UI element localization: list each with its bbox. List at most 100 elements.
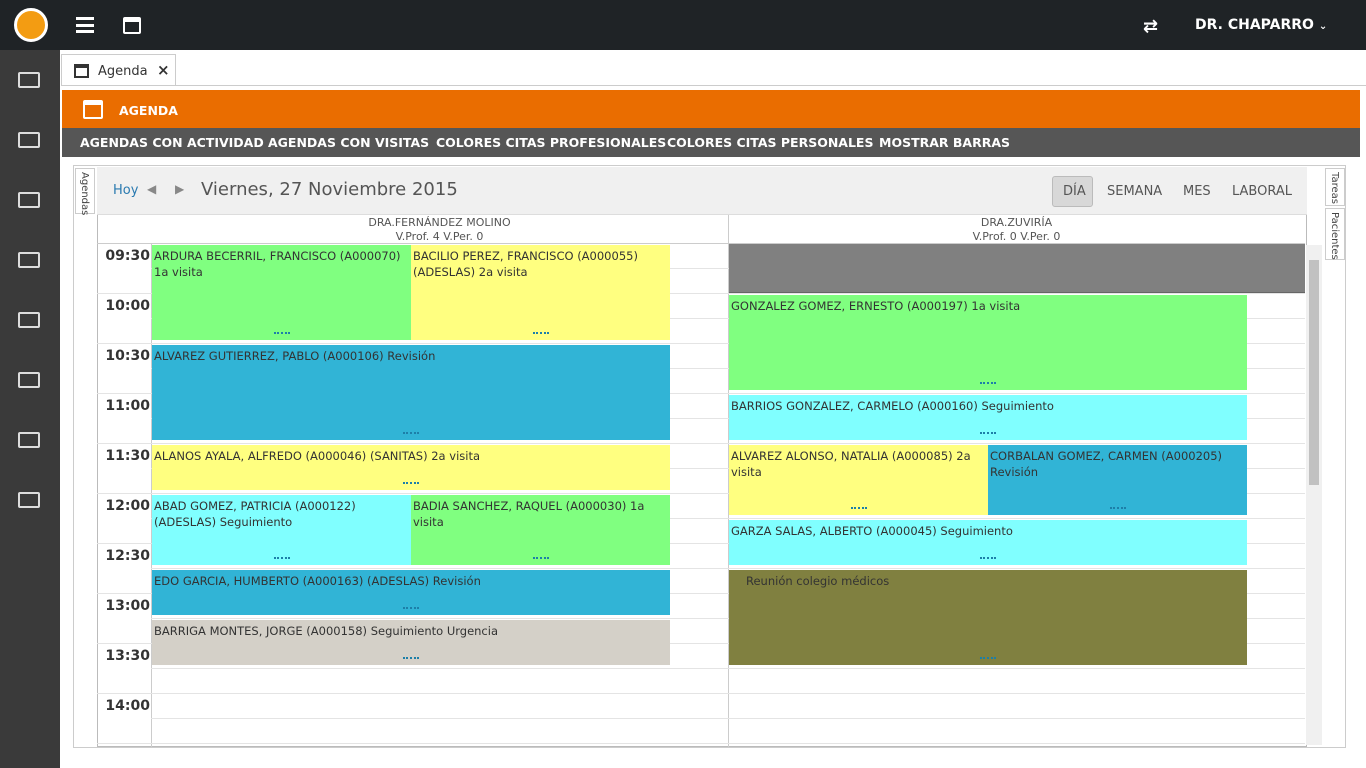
switch-button[interactable]: ⇄: [1143, 16, 1159, 37]
time-label: 14:00: [105, 698, 150, 714]
appointment-text[interactable]: GONZALEZ GOMEZ, ERNESTO (A000197) 1a vis…: [731, 299, 1021, 313]
menu-bar: [62, 128, 1360, 157]
header-line: [97, 243, 1305, 244]
appointment-text[interactable]: BADIA SANCHEZ, RAQUEL (A000030) 1a visit…: [413, 499, 645, 529]
sidebar-icon[interactable]: [18, 252, 40, 268]
menu-button[interactable]: [76, 17, 94, 33]
appointment[interactable]: BARRIGA MONTES, JORGE (A000158) Seguimie…: [152, 620, 670, 665]
sidebar-icon[interactable]: [18, 192, 40, 208]
grid-line: [151, 618, 1305, 619]
appointment-text[interactable]: ALANOS AYALA, ALFREDO (A000046) (SANITAS…: [154, 449, 481, 463]
sidebar-icon[interactable]: [18, 132, 40, 148]
element: [76, 23, 94, 27]
tab-label[interactable]: Agenda: [98, 64, 148, 79]
menu-item[interactable]: AGENDAS CON VISITAS: [268, 135, 430, 150]
side-tab-label[interactable]: Pacientes: [1329, 212, 1340, 260]
drag-handle[interactable]: [980, 382, 996, 384]
drag-handle[interactable]: [980, 657, 996, 659]
tasks-tab[interactable]: Tareas: [1325, 168, 1345, 206]
appointment[interactable]: Reunión colegio médicos: [729, 570, 1247, 665]
appointment[interactable]: ALVAREZ ALONSO, NATALIA (A000085) 2a vis…: [729, 445, 988, 515]
drag-handle[interactable]: [980, 432, 996, 434]
appointment[interactable]: ALANOS AYALA, ALFREDO (A000046) (SANITAS…: [152, 445, 670, 490]
appointment-text[interactable]: ALVAREZ GUTIERREZ, PABLO (A000106) Revis…: [154, 349, 436, 363]
drag-handle[interactable]: [403, 432, 419, 434]
time-label: 13:00: [105, 598, 150, 614]
appointment[interactable]: GONZALEZ GOMEZ, ERNESTO (A000197) 1a vis…: [729, 295, 1247, 390]
calendar-button[interactable]: [123, 17, 141, 34]
sidebar-icon[interactable]: [18, 372, 40, 388]
sidebar-icon[interactable]: [18, 492, 40, 508]
side-tab-label[interactable]: Tareas: [1329, 172, 1340, 204]
grid-line: [151, 518, 1305, 519]
drag-handle[interactable]: [980, 557, 996, 559]
sidebar-icon[interactable]: [18, 312, 40, 328]
appointment[interactable]: ABAD GOMEZ, PATRICIA (A000122) (ADESLAS)…: [152, 495, 411, 565]
logo[interactable]: [14, 8, 48, 42]
view-button[interactable]: MES: [1183, 184, 1211, 199]
drag-handle[interactable]: [532, 557, 549, 559]
grid-line: [151, 468, 1305, 469]
appointment-text[interactable]: BARRIGA MONTES, JORGE (A000158) Seguimie…: [154, 624, 498, 638]
appointment-text[interactable]: ARDURA BECERRIL, FRANCISCO (A000070) 1a …: [154, 249, 401, 279]
appointment-text[interactable]: BACILIO PEREZ, FRANCISCO (A000055) (ADES…: [413, 249, 638, 279]
scroll-thumb[interactable]: [1309, 260, 1319, 485]
appointment-text[interactable]: ABAD GOMEZ, PATRICIA (A000122) (ADESLAS)…: [154, 499, 356, 529]
menu-item[interactable]: AGENDAS CON ACTIVIDAD: [80, 135, 264, 150]
drag-handle[interactable]: [403, 607, 419, 609]
sidebar-icon[interactable]: [18, 432, 40, 448]
scrollbar[interactable]: [1306, 245, 1322, 745]
menu-item[interactable]: COLORES CITAS PERSONALES: [667, 135, 874, 150]
appointment[interactable]: EDO GARCIA, HUMBERTO (A000163) (ADESLAS)…: [152, 570, 670, 615]
user-name[interactable]: DR. CHAPARRO: [1195, 17, 1314, 33]
grid-line: [97, 343, 1305, 344]
today-button[interactable]: Hoy: [113, 183, 139, 198]
appointment-text[interactable]: ALVAREZ ALONSO, NATALIA (A000085) 2a vis…: [731, 449, 971, 479]
view-button[interactable]: LABORAL: [1232, 184, 1292, 199]
appointment-text[interactable]: Reunión colegio médicos: [746, 574, 890, 588]
agendas-tab[interactable]: Agendas: [75, 168, 95, 216]
user-menu[interactable]: DR. CHAPARRO ⌄: [1195, 17, 1327, 33]
time-label: 13:30: [105, 648, 150, 664]
appointment[interactable]: BARRIOS GONZALEZ, CARMELO (A000160) Segu…: [729, 395, 1247, 440]
drag-handle[interactable]: [532, 332, 549, 334]
tab-close[interactable]: ×: [157, 61, 170, 79]
calendar-toolbar: Hoy ◀ ▶ Viernes, 27 Noviembre 2015 DÍA S…: [97, 167, 1307, 215]
time-label: 10:30: [105, 348, 150, 364]
tab[interactable]: Agenda ×: [61, 54, 176, 86]
time-label: 12:00: [105, 498, 150, 514]
grid-line: [97, 393, 1305, 394]
patients-tab[interactable]: Pacientes: [1325, 208, 1345, 260]
appointment-text[interactable]: GARZA SALAS, ALBERTO (A000045) Seguimien…: [731, 524, 1013, 538]
appointment[interactable]: ALVAREZ GUTIERREZ, PABLO (A000106) Revis…: [152, 345, 670, 440]
prev-button[interactable]: ◀: [147, 182, 157, 196]
drag-handle[interactable]: [850, 507, 867, 509]
view-button[interactable]: DÍA: [1063, 184, 1086, 199]
appointment[interactable]: CORBALAN GOMEZ, CARMEN (A000205) Revisió…: [988, 445, 1247, 515]
grid-line: [151, 318, 1305, 319]
time-label: 11:00: [105, 398, 150, 414]
drag-handle[interactable]: [273, 332, 290, 334]
column-sub: V.Prof. 4 V.Per. 0: [395, 230, 484, 243]
menu-item[interactable]: MOSTRAR BARRAS: [879, 135, 1010, 150]
drag-handle[interactable]: [1109, 507, 1126, 509]
appointment-text[interactable]: EDO GARCIA, HUMBERTO (A000163) (ADESLAS)…: [154, 574, 481, 588]
next-button[interactable]: ▶: [175, 182, 185, 196]
drag-handle[interactable]: [403, 657, 419, 659]
appointment[interactable]: BACILIO PEREZ, FRANCISCO (A000055) (ADES…: [411, 245, 670, 340]
appointment-text[interactable]: BARRIOS GONZALEZ, CARMELO (A000160) Segu…: [731, 399, 1054, 413]
menu-item[interactable]: COLORES CITAS PROFESIONALES: [436, 135, 667, 150]
appointment[interactable]: GARZA SALAS, ALBERTO (A000045) Seguimien…: [729, 520, 1247, 565]
appointment-text[interactable]: CORBALAN GOMEZ, CARMEN (A000205) Revisió…: [990, 449, 1223, 479]
appointment[interactable]: ARDURA BECERRIL, FRANCISCO (A000070) 1a …: [152, 245, 411, 340]
grid-line: [151, 568, 1305, 569]
tab-line: [61, 85, 1366, 86]
side-tab-label[interactable]: Agendas: [79, 172, 90, 216]
grid-line: [97, 743, 1305, 744]
drag-handle[interactable]: [273, 557, 290, 559]
grid-line: [97, 643, 1305, 644]
appointment[interactable]: BADIA SANCHEZ, RAQUEL (A000030) 1a visit…: [411, 495, 670, 565]
view-button[interactable]: SEMANA: [1107, 184, 1163, 199]
drag-handle[interactable]: [403, 482, 419, 484]
sidebar-icon[interactable]: [18, 72, 40, 88]
